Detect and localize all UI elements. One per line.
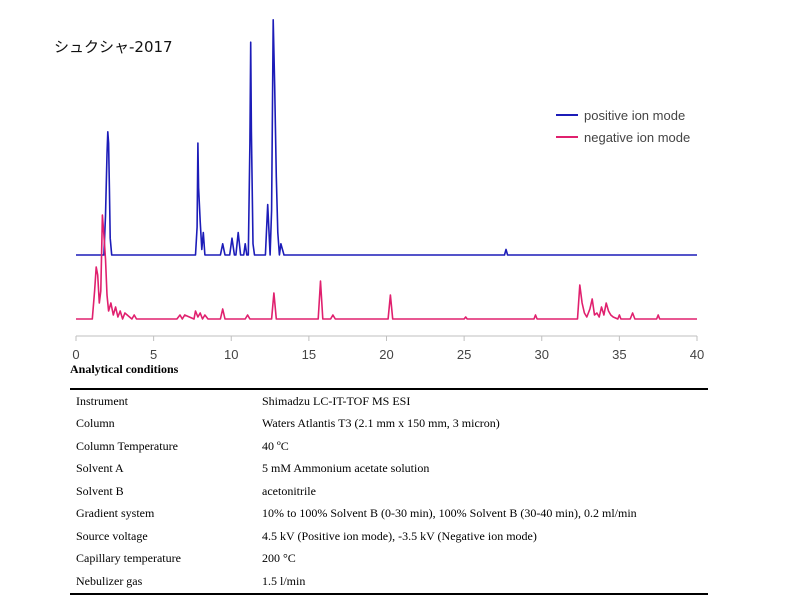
series-line-positive <box>76 18 697 256</box>
table-row: Source voltage 4.5 kV (Positive ion mode)… <box>70 525 708 548</box>
legend-item-positive: positive ion mode <box>556 106 685 124</box>
condition-value: Shimadzu LC-IT-TOF MS ESI <box>262 393 411 408</box>
condition-value: 200 °C <box>262 551 296 566</box>
condition-label: Column Temperature <box>76 438 178 453</box>
table-row: Column Temperature 40 ºC <box>70 435 708 458</box>
condition-label: Capillary temperature <box>76 551 181 566</box>
legend-label-positive: positive ion mode <box>584 107 686 123</box>
table-row: Capillary temperature 200 °C <box>70 548 708 571</box>
condition-label: Nebulizer gas <box>76 573 143 588</box>
conditions-heading: Analytical conditions <box>70 362 179 376</box>
condition-value: 5 mM Ammonium acetate solution <box>262 461 430 476</box>
condition-value: Waters Atlantis T3 (2.1 mm x 150 mm, 3 m… <box>262 416 500 431</box>
condition-value: 40 ºC <box>262 438 289 453</box>
condition-value: 4.5 kV (Positive ion mode), -3.5 kV (Neg… <box>262 528 537 543</box>
legend-swatch-positive <box>556 114 578 116</box>
x-tick-label: 0 <box>72 347 79 362</box>
legend-item-negative: negative ion mode <box>556 128 690 146</box>
x-tick-label: 10 <box>224 347 238 362</box>
table-row: Instrument Shimadzu LC-IT-TOF MS ESI <box>70 389 708 413</box>
condition-label: Solvent B <box>76 483 124 498</box>
x-tick-label: 35 <box>612 347 626 362</box>
condition-label: Instrument <box>76 393 128 408</box>
x-tick-label: 15 <box>302 347 316 362</box>
table-row: Column Waters Atlantis T3 (2.1 mm x 150 m… <box>70 413 708 436</box>
condition-value: 1.5 l/min <box>262 573 306 588</box>
condition-label: Source voltage <box>76 528 148 543</box>
table-row: Solvent A 5 mM Ammonium acetate solution <box>70 458 708 481</box>
x-axis-ticks: 0 5 10 15 20 25 30 35 40 <box>72 336 704 362</box>
x-tick-label: 25 <box>457 347 471 362</box>
condition-label: Solvent A <box>76 461 124 476</box>
condition-label: Gradient system <box>76 506 155 521</box>
table-row: Gradient system 10% to 100% Solvent B (0-… <box>70 503 708 526</box>
condition-value: 10% to 100% Solvent B (0-30 min), 100% S… <box>262 506 637 521</box>
legend-swatch-negative <box>556 136 578 138</box>
series-line-negative <box>76 214 697 320</box>
x-tick-label: 30 <box>535 347 549 362</box>
x-tick-label: 20 <box>379 347 393 362</box>
series-layer <box>76 18 697 320</box>
sample-title: シュクシャ-2017 <box>54 38 173 56</box>
table-row: Solvent B acetonitrile <box>70 480 708 503</box>
legend-label-negative: negative ion mode <box>584 129 691 145</box>
condition-value: acetonitrile <box>262 483 316 498</box>
chromatogram-chart: 0 5 10 15 20 25 30 35 40 <box>72 18 704 362</box>
x-tick-label: 5 <box>150 347 157 362</box>
x-tick-label: 40 <box>690 347 704 362</box>
conditions-table: Instrument Shimadzu LC-IT-TOF MS ESI Colu… <box>70 388 708 595</box>
table-row: Nebulizer gas 1.5 l/min <box>70 570 708 594</box>
condition-label: Column <box>76 416 115 431</box>
